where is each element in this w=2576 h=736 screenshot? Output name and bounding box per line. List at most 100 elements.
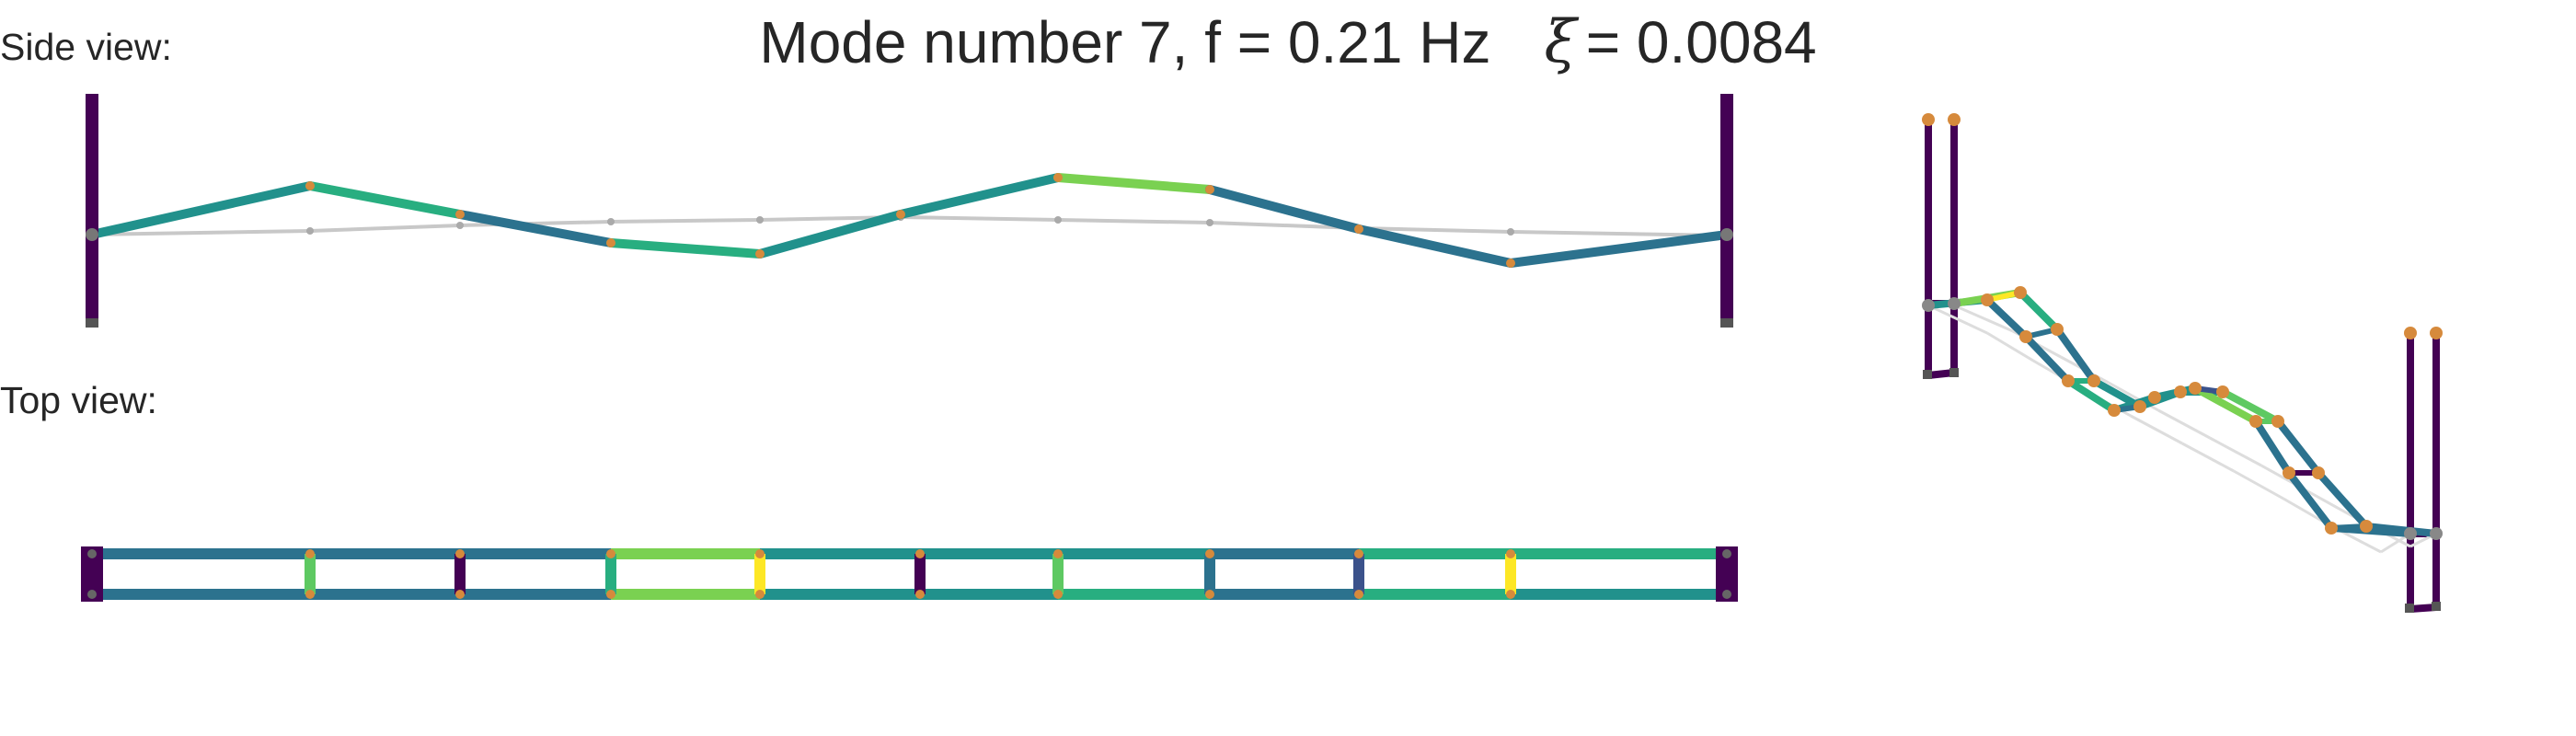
deformed-deck-segment — [455, 210, 615, 247]
top-node — [915, 590, 925, 599]
deformed-deck-segment — [1053, 173, 1214, 194]
iso-undeformed-segment — [2233, 469, 2284, 500]
top-left-anchor-node — [87, 590, 97, 599]
undeformed-deck-segment — [309, 224, 461, 233]
xi-value: = 0.0084 — [1585, 9, 1817, 75]
deformed-node — [1205, 185, 1214, 194]
iso-undeformed-segment — [2157, 408, 2211, 440]
top-node — [1053, 549, 1063, 558]
xi-symbol: ξ — [1544, 8, 1577, 76]
deformed-node — [455, 210, 465, 219]
left-tower-base — [86, 318, 98, 328]
iso-node — [2087, 374, 2100, 387]
top-view-label: Top view: — [0, 379, 157, 421]
iso-node — [2133, 400, 2146, 413]
iso-tower-foot — [1923, 370, 1932, 379]
deformed-deck-segment — [1205, 185, 1363, 234]
iso-node — [2312, 466, 2325, 479]
right-tower-base — [1720, 318, 1733, 328]
iso-undeformed-segment — [1953, 304, 2014, 333]
iso-node — [2108, 404, 2121, 417]
undeformed-deck-segment — [610, 218, 761, 224]
undeformed-deck-segment — [1358, 226, 1512, 234]
undeformed-node — [756, 216, 764, 224]
iso-node — [1948, 113, 1961, 126]
iso-tower-foot — [2432, 602, 2441, 611]
deformed-node — [896, 210, 905, 219]
deformed-deck-segment — [896, 173, 1063, 219]
iso-node — [2014, 286, 2027, 299]
iso-anchor-node — [2404, 527, 2417, 540]
top-node — [1205, 549, 1214, 558]
top-node — [1053, 590, 1063, 599]
iso-undeformed-segment — [2209, 436, 2262, 467]
iso-node — [2404, 327, 2417, 339]
undeformed-node — [1507, 228, 1514, 236]
deformed-deck-segment — [305, 181, 465, 219]
iso-node — [1981, 293, 1994, 306]
iso-undeformed-segment — [2181, 442, 2235, 473]
deformed-node — [305, 181, 315, 190]
iso-node — [2148, 391, 2161, 404]
deformed-node — [606, 238, 615, 247]
iso-deck-chord-segment — [2285, 469, 2335, 532]
top-node — [755, 549, 765, 558]
iso-deck-chord-segment — [2053, 326, 2098, 385]
top-node — [915, 549, 925, 558]
top-node — [606, 549, 615, 558]
iso-node — [2019, 330, 2032, 343]
title-prefix: Mode number 7, f = 0.21 Hz — [759, 9, 1491, 75]
top-node — [1205, 590, 1214, 599]
iso-node — [2249, 415, 2262, 428]
iso-node — [2216, 385, 2229, 398]
top-node — [305, 549, 315, 558]
iso-deck-chord-segment — [1984, 296, 2030, 340]
iso-anchor-node — [2430, 527, 2443, 540]
right-anchor-node — [1720, 228, 1733, 241]
undeformed-deck-segment — [459, 220, 612, 227]
iso-deck-chord-segment — [2274, 418, 2322, 477]
top-node — [755, 590, 765, 599]
iso-node — [2325, 522, 2338, 535]
deformed-deck-segment — [1506, 230, 1731, 268]
iso-node — [2174, 385, 2187, 398]
iso-node — [2051, 323, 2064, 336]
top-node — [455, 590, 465, 599]
deformed-node — [1354, 224, 1363, 234]
iso-node — [2062, 374, 2075, 387]
top-node — [606, 590, 615, 599]
top-node — [455, 549, 465, 558]
deformed-deck-segment — [755, 210, 905, 259]
iso-node — [2271, 415, 2284, 428]
iso-deck-chord-segment — [2191, 385, 2260, 425]
top-node — [1506, 549, 1515, 558]
iso-node — [2189, 382, 2202, 395]
undeformed-deck-segment — [900, 215, 1059, 222]
deformed-node — [1506, 259, 1515, 268]
iso-deck-chord-segment — [2017, 289, 2061, 333]
undeformed-node — [1054, 216, 1062, 224]
side-view-label: Side view: — [0, 26, 172, 68]
top-left-anchor-node — [87, 549, 97, 558]
undeformed-node — [306, 227, 314, 235]
iso-deck-chord-segment — [2219, 388, 2282, 425]
iso-node — [2360, 520, 2373, 533]
iso-deck-chord-segment — [2315, 469, 2370, 530]
top-node — [1506, 590, 1515, 599]
iso-undeformed-segment — [1986, 331, 2034, 362]
iso-deck-chord-segment — [2064, 377, 2118, 414]
deformed-deck-segment — [87, 181, 315, 239]
left-anchor-node — [86, 228, 98, 241]
deformed-node — [1053, 173, 1063, 182]
iso-anchor-node — [1922, 299, 1935, 312]
deformed-deck-segment — [606, 238, 765, 259]
iso-anchor-node — [1948, 297, 1961, 310]
undeformed-deck-segment — [1057, 218, 1211, 224]
iso-undeformed-segment — [1927, 304, 1988, 335]
top-node — [305, 590, 315, 599]
iso-deck-chord-segment — [2363, 523, 2440, 537]
undeformed-node — [456, 222, 464, 229]
iso-node — [2283, 466, 2295, 479]
iso-node — [2430, 327, 2443, 339]
